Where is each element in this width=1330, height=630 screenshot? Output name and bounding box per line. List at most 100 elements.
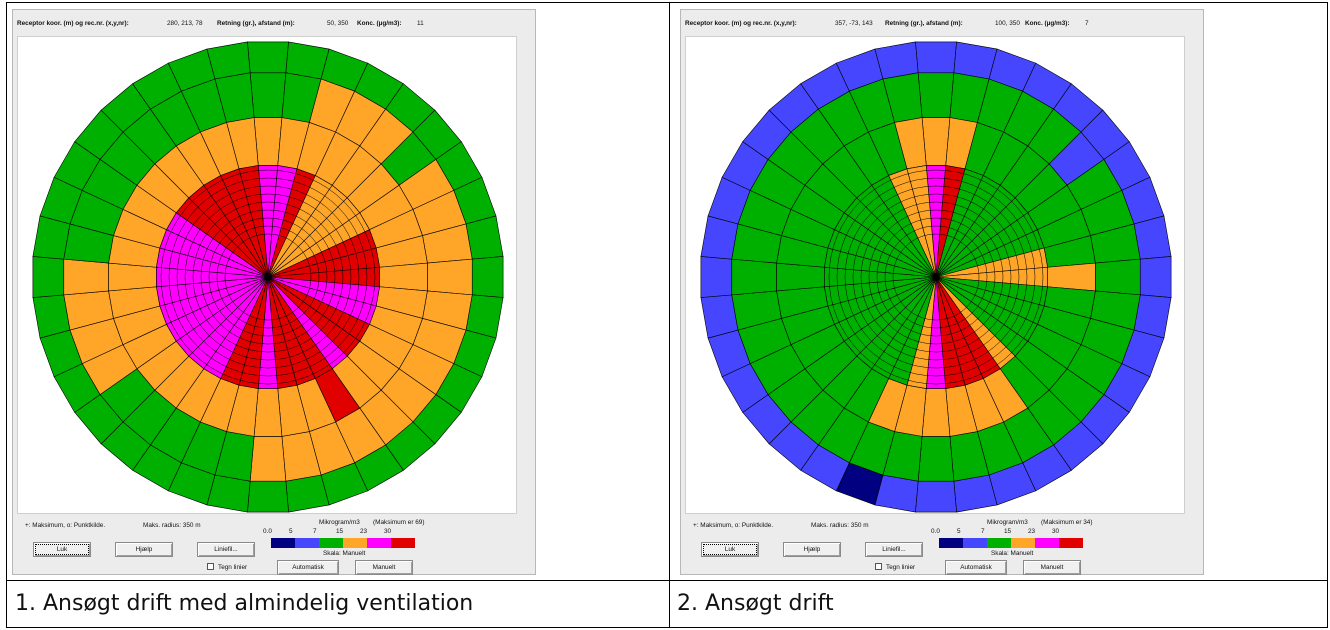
max-radius: Maks. radius: 350 m xyxy=(143,522,201,529)
windrose-plot[interactable] xyxy=(17,36,517,514)
legend-text: +: Maksimum, o: Punktkilde. xyxy=(693,522,774,529)
rose-ring-line xyxy=(828,169,1044,385)
receptor-label: Receptor koor. (m) og rec.nr. (x,y,nr): xyxy=(685,20,797,27)
concentration-rose xyxy=(32,41,504,513)
tick-label: 7 xyxy=(981,528,985,535)
automatic-button[interactable]: Automatisk xyxy=(277,560,339,575)
linefile-button[interactable]: Liniefil... xyxy=(197,542,255,557)
concentration-rose xyxy=(700,41,1172,513)
panel-1: Receptor koor. (m) og rec.nr. (x,y,nr): … xyxy=(7,7,661,577)
scale-ticks: 0.0 5 7 15 23 30 xyxy=(931,528,1101,536)
conc-label: Konc. (µg/m3): xyxy=(1025,20,1070,27)
tick-label: 5 xyxy=(957,528,961,535)
scale-swatch xyxy=(391,538,415,548)
draw-lines-checkbox[interactable]: Tegn linier xyxy=(207,563,247,571)
rose-sector xyxy=(63,258,109,296)
scale-swatch xyxy=(987,538,1011,548)
rose-ring-line xyxy=(168,177,368,377)
rose-ring-line xyxy=(184,193,352,361)
panel-2: Receptor koor. (m) og rec.nr. (x,y,nr): … xyxy=(675,7,1329,577)
manual-button[interactable]: Manuelt xyxy=(1023,560,1081,575)
rose-sector xyxy=(731,258,777,296)
direction-value: 100, 350 xyxy=(995,20,1020,27)
rose-ring-line xyxy=(876,217,996,337)
checkbox-box-icon[interactable] xyxy=(207,563,214,570)
legend-text: +: Maksimum, o: Punktkilde. xyxy=(25,522,106,529)
rose-sector xyxy=(917,436,955,482)
automatic-button[interactable]: Automatisk xyxy=(945,560,1007,575)
rose-sector xyxy=(32,294,71,339)
rose-sector xyxy=(427,258,473,296)
rose-ring-line xyxy=(224,233,312,321)
scale-swatch xyxy=(939,538,963,548)
tick-label: 23 xyxy=(1028,528,1036,535)
help-button[interactable]: Hjælp xyxy=(115,542,173,557)
help-button[interactable]: Hjælp xyxy=(783,542,841,557)
scale-swatch xyxy=(319,538,343,548)
max-radius: Maks. radius: 350 m xyxy=(811,522,869,529)
unit-text: Mikrogram/m3 xyxy=(987,519,1028,526)
receptor-value: 357, -73, 143 xyxy=(835,20,873,27)
rose-ring-line xyxy=(860,201,1012,353)
rose-sector xyxy=(921,388,951,437)
rose-sector xyxy=(253,117,283,166)
scale-swatch xyxy=(1059,538,1083,548)
rose-sector xyxy=(1139,256,1172,298)
figure-caption: 2. Ansøgt drift xyxy=(677,591,834,616)
scale-swatch xyxy=(295,538,319,548)
source-marker xyxy=(933,274,939,280)
rose-sector xyxy=(906,165,937,278)
checkbox-label: Tegn linier xyxy=(886,564,916,571)
source-marker xyxy=(265,274,271,280)
receptor-info-bar: Receptor koor. (m) og rec.nr. (x,y,nr): … xyxy=(685,16,1201,32)
scale-mode-label: Skala: Manuelt xyxy=(323,550,366,557)
close-button[interactable]: Luk xyxy=(701,542,759,557)
tick-label: 0.0 xyxy=(931,528,940,535)
direction-label: Retning (gr.), afstand (m): xyxy=(885,20,963,27)
rose-sector xyxy=(953,474,998,513)
tick-label: 15 xyxy=(1004,528,1012,535)
draw-lines-checkbox[interactable]: Tegn linier xyxy=(875,563,915,571)
scale-swatch xyxy=(963,538,987,548)
receptor-info-bar: Receptor koor. (m) og rec.nr. (x,y,nr): … xyxy=(17,16,533,32)
windrose-plot[interactable] xyxy=(685,36,1185,514)
rose-ring-line xyxy=(216,225,320,329)
rose-ring-line xyxy=(892,233,980,321)
scale-swatch xyxy=(1035,538,1059,548)
tick-label: 30 xyxy=(1052,528,1060,535)
tick-label: 23 xyxy=(360,528,368,535)
rose-ring-line xyxy=(836,177,1036,377)
unit-text: Mikrogram/m3 xyxy=(319,519,360,526)
rose-ring-line xyxy=(868,209,1004,345)
tick-label: 0.0 xyxy=(263,528,272,535)
scale-swatch xyxy=(1011,538,1035,548)
tick-label: 5 xyxy=(289,528,293,535)
close-button[interactable]: Luk xyxy=(33,542,91,557)
tick-label: 30 xyxy=(384,528,392,535)
rose-sector xyxy=(465,215,504,260)
scale-mode-label: Skala: Manuelt xyxy=(991,550,1034,557)
rose-ring-line xyxy=(200,209,336,345)
rose-ring-line xyxy=(176,185,360,369)
rose-sector xyxy=(379,262,428,292)
max-text: (Maksimum er 69) xyxy=(373,519,425,526)
rose-sector xyxy=(1133,215,1172,260)
rose-sector xyxy=(917,72,955,118)
receptor-value: 280, 213, 78 xyxy=(167,20,203,27)
receptor-label: Receptor koor. (m) og rec.nr. (x,y,nr): xyxy=(17,20,129,27)
linefile-button[interactable]: Liniefil... xyxy=(865,542,923,557)
tick-label: 15 xyxy=(336,528,344,535)
rose-sector xyxy=(247,41,289,74)
row-divider xyxy=(7,580,1327,581)
figure-table: Receptor koor. (m) og rec.nr. (x,y,nr): … xyxy=(6,2,1328,628)
rose-sector xyxy=(700,294,739,339)
checkbox-box-icon[interactable] xyxy=(875,563,882,570)
manual-button[interactable]: Manuelt xyxy=(355,560,413,575)
column-divider xyxy=(669,3,670,627)
color-scale xyxy=(939,538,1083,548)
rose-sector xyxy=(253,388,283,437)
rose-sector xyxy=(285,474,330,513)
rose-sector xyxy=(915,480,957,513)
conc-label: Konc. (µg/m3): xyxy=(357,20,402,27)
